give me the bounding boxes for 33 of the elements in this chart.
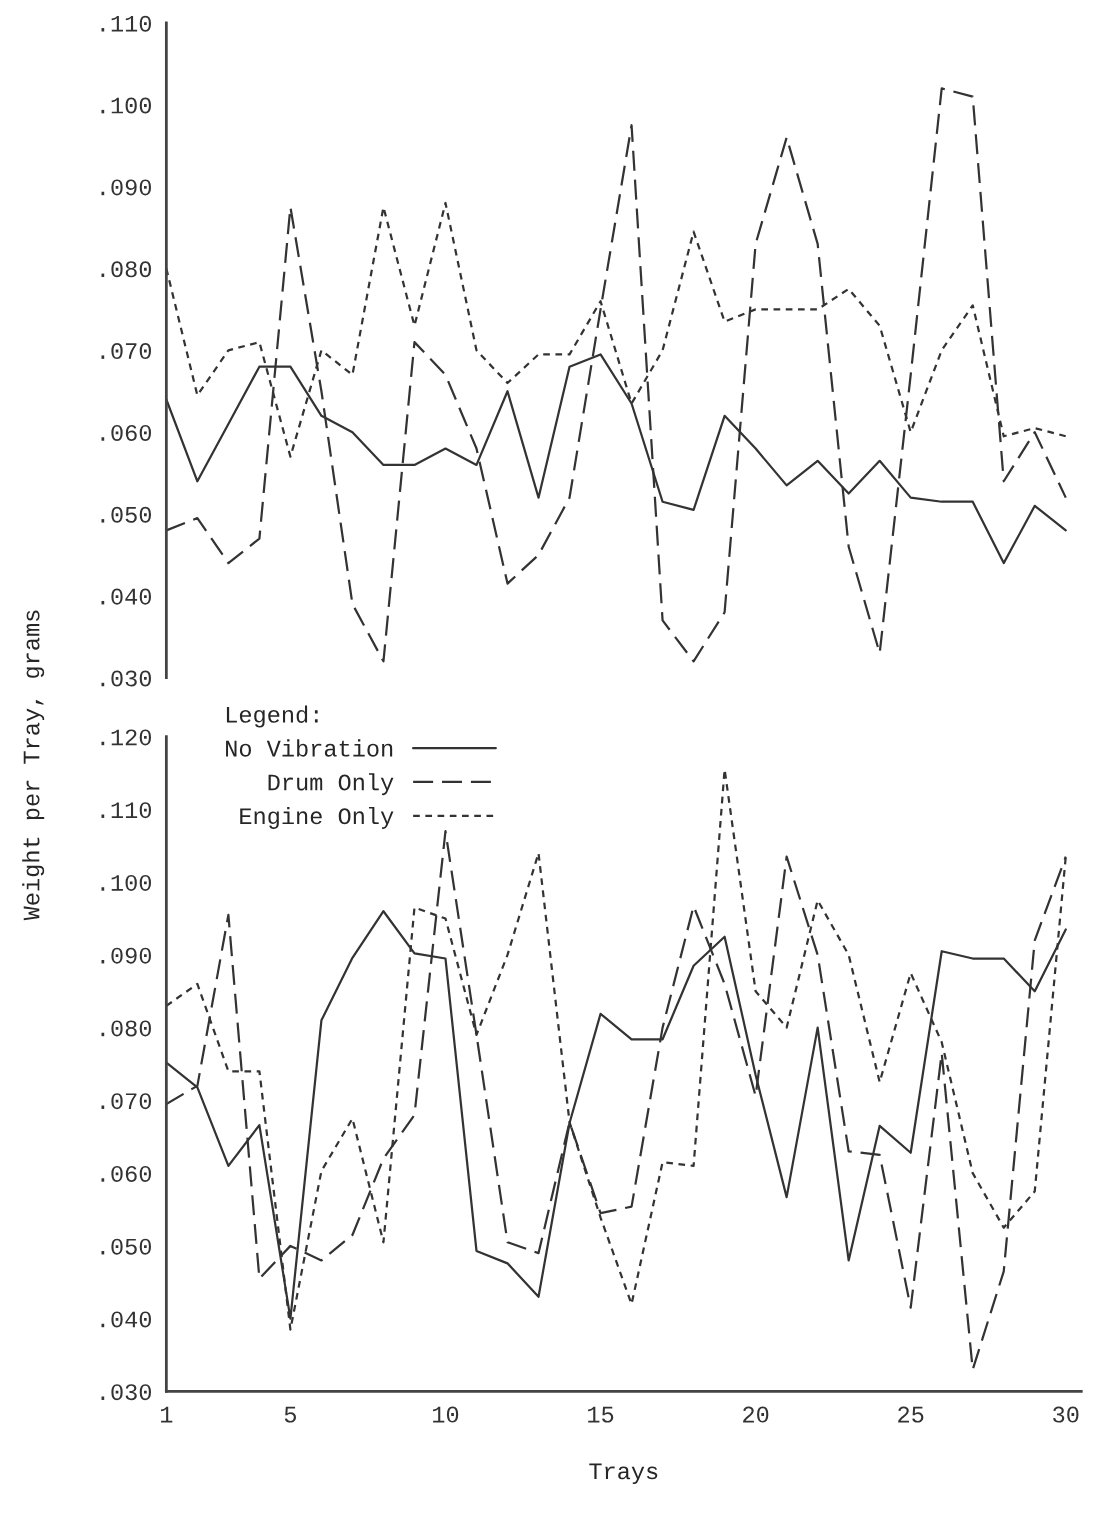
y-tick-label: .040 — [101, 588, 151, 605]
x-axis-title: Trays — [589, 1463, 658, 1485]
x-tick-label: 5 — [284, 1406, 296, 1423]
x-tick-label: 1 — [160, 1406, 173, 1423]
x-tick-label: 15 — [588, 1406, 614, 1423]
legend-label: Engine Only — [240, 806, 394, 829]
y-tick-label: .060 — [101, 1165, 151, 1182]
legend-label: Drum Only — [268, 773, 394, 796]
x-tick-label: 25 — [898, 1406, 924, 1423]
y-tick-label: .050 — [101, 506, 151, 523]
legend-label: No Vibration — [226, 739, 393, 757]
y-tick-label: .030 — [101, 1384, 151, 1401]
x-tick-label: 20 — [743, 1406, 769, 1423]
y-tick-label: .070 — [101, 1093, 151, 1110]
y-tick-label: .120 — [101, 729, 151, 746]
y-tick-label: .030 — [101, 670, 151, 687]
x-tick-label: 30 — [1053, 1406, 1079, 1423]
y-tick-label: .100 — [101, 874, 151, 891]
y-tick-label: .080 — [101, 1020, 151, 1037]
y-tick-label: .080 — [101, 261, 151, 278]
y-axis-title: Weight per Tray, grams — [22, 610, 45, 921]
y-tick-label: .070 — [101, 343, 151, 360]
legend-title: Legend: — [226, 705, 318, 728]
y-tick-label: .060 — [101, 424, 151, 441]
line-series — [166, 87, 1067, 663]
y-tick-label: .110 — [101, 802, 151, 819]
y-tick-label: .090 — [101, 947, 151, 964]
y-tick-label: .100 — [101, 97, 151, 114]
y-tick-label: .040 — [101, 1311, 151, 1328]
y-tick-label: .110 — [101, 15, 151, 32]
y-tick-label: .090 — [101, 179, 151, 196]
y-tick-label: .050 — [101, 1238, 151, 1255]
x-tick-label: 10 — [433, 1406, 459, 1423]
